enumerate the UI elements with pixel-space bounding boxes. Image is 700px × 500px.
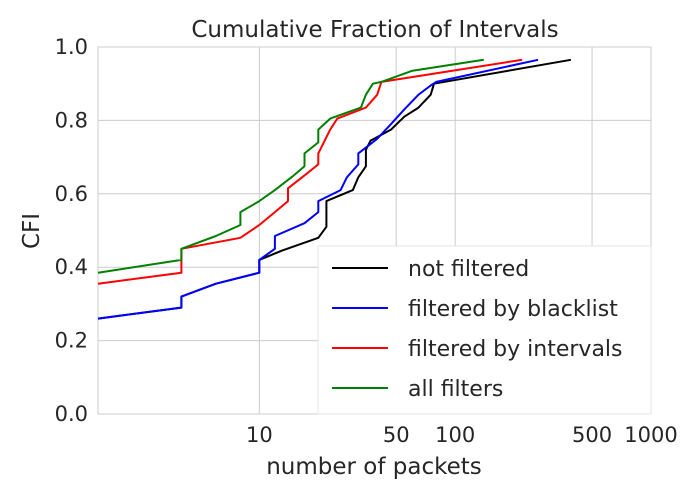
y-tick-label: 0.8: [55, 108, 88, 132]
legend-label: filtered by intervals: [408, 337, 623, 362]
series-layer: [97, 58, 572, 320]
x-tick-label: 1000: [624, 423, 677, 447]
y-tick-label: 0.6: [55, 182, 88, 206]
legend-label: filtered by blacklist: [408, 297, 618, 322]
x-tick-label: 50: [383, 423, 410, 447]
series-line-filtered-by-intervals: [97, 58, 523, 285]
x-axis-label: number of packets: [266, 454, 482, 480]
y-tick-label: 1.0: [55, 35, 88, 59]
x-tick-label: 100: [435, 423, 475, 447]
y-tick-labels: 0.0 0.2 0.4 0.6 0.8 1.0: [55, 35, 88, 426]
x-tick-label: 10: [246, 423, 273, 447]
legend-label: not filtered: [408, 257, 529, 282]
legend-label: all filters: [408, 377, 503, 402]
y-tick-label: 0.0: [55, 402, 88, 426]
y-axis-label: CFI: [19, 213, 45, 249]
legend-box: [317, 245, 652, 415]
chart-title: Cumulative Fraction of Intervals: [191, 17, 558, 43]
y-tick-label: 0.2: [55, 329, 88, 353]
series-line-all-filters: [97, 58, 484, 274]
x-tick-label: 500: [572, 423, 612, 447]
legend: not filtered filtered by blacklist filtere…: [317, 245, 652, 415]
x-tick-labels: 10 50 100 500 1000: [246, 423, 678, 447]
series-line-filtered-by-blacklist: [97, 58, 539, 320]
y-tick-label: 0.4: [55, 255, 88, 279]
